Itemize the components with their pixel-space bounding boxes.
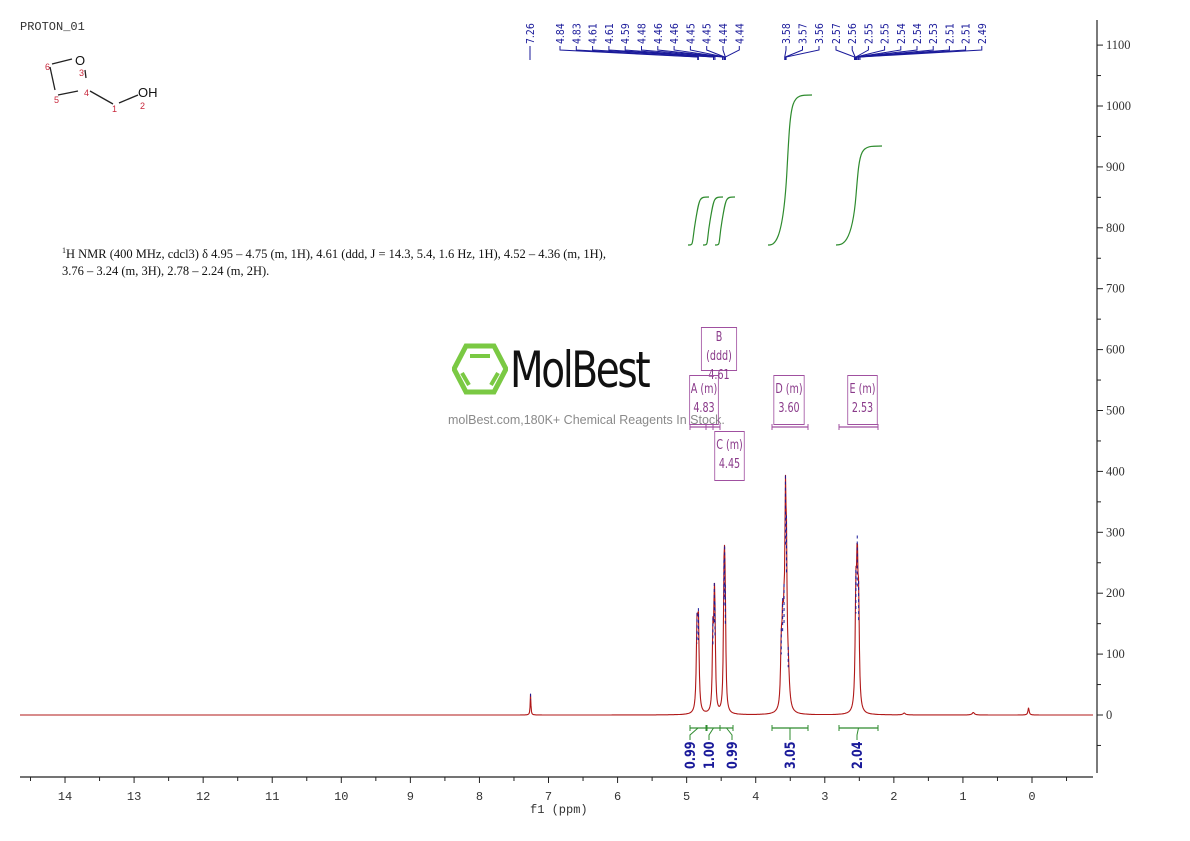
svg-text:2: 2 [140, 101, 145, 111]
peak-label-solvent: 7.26 [525, 23, 537, 44]
peak-label: 4.46 [653, 23, 665, 44]
x-tick-label: 7 [545, 790, 552, 804]
peak-label: 2.54 [912, 23, 924, 44]
x-tick-label: 1 [959, 790, 966, 804]
spectrum-title: PROTON_01 [20, 20, 85, 34]
x-tick-label: 13 [127, 790, 141, 804]
multiplet-box-a: A (m) 4.83 [689, 375, 719, 425]
x-tick-label: 5 [683, 790, 690, 804]
peak-label: 2.56 [848, 23, 860, 44]
integral-curve [687, 196, 710, 246]
peak-label: 4.59 [621, 23, 633, 44]
peak-label: 2.51 [945, 23, 957, 44]
peak-label: 4.45 [702, 23, 714, 44]
peak-label: 4.48 [637, 23, 649, 44]
peak-label: 4.61 [604, 23, 616, 44]
y-tick-label: 100 [1106, 647, 1125, 661]
svg-text:4: 4 [84, 88, 89, 98]
peak-label: 2.55 [880, 23, 892, 44]
y-tick-label: 500 [1106, 404, 1125, 418]
integral-curve [767, 94, 813, 246]
oxygen-atom: O [75, 53, 85, 68]
x-tick-label: 12 [196, 790, 210, 804]
nmr-description: 1H NMR (400 MHz, cdcl3) δ 4.95 – 4.75 (m… [62, 246, 606, 279]
x-tick-label: 14 [58, 790, 72, 804]
spectrum-trace [20, 474, 1093, 716]
hydroxyl-group: OH [138, 85, 158, 100]
y-tick-label: 300 [1106, 525, 1125, 539]
multiplet-box-d: D (m) 3.60 [773, 375, 805, 425]
x-tick-label: 9 [407, 790, 414, 804]
y-tick-label: 200 [1106, 586, 1125, 600]
peak-label: 4.45 [686, 23, 698, 44]
multiplet-box-b: B (ddd) 4.61 [700, 327, 738, 383]
peak-label: 4.83 [572, 23, 584, 44]
peak-label: 2.54 [896, 23, 908, 44]
y-tick-label: 0 [1106, 708, 1112, 722]
svg-text:6: 6 [45, 62, 50, 72]
multiplet-box-c: C (m) 4.45 [714, 431, 745, 481]
integral-value: 0.99 [682, 741, 699, 769]
y-tick-label: 700 [1106, 282, 1125, 296]
integral-curve [835, 145, 883, 246]
x-tick-label: 3 [821, 790, 828, 804]
x-axis-label: f1 (ppm) [530, 803, 588, 817]
peak-label: 4.84 [555, 23, 567, 44]
y-tick-label: 600 [1106, 343, 1125, 357]
integral-value: 3.05 [782, 741, 799, 769]
peak-label: 2.57 [831, 23, 843, 44]
x-tick-label: 8 [476, 790, 483, 804]
x-tick-label: 0 [1028, 790, 1035, 804]
peak-label: 2.51 [961, 23, 973, 44]
x-tick-label: 10 [334, 790, 348, 804]
peak-label: 2.49 [977, 23, 989, 44]
y-tick-label: 800 [1106, 221, 1125, 235]
molecule-structure: O OH 1 2 3 4 5 6 [45, 53, 158, 114]
x-tick-label: 2 [890, 790, 897, 804]
y-tick-label: 900 [1106, 160, 1125, 174]
integral-curve [714, 196, 736, 246]
svg-text:3: 3 [79, 68, 84, 78]
x-tick-label: 4 [752, 790, 759, 804]
svg-text:5: 5 [54, 95, 59, 105]
watermark-tagline: molBest.com,180K+ Chemical Reagents In S… [448, 413, 725, 427]
peak-label: 4.61 [588, 23, 600, 44]
integral-value: 1.00 [701, 741, 718, 769]
svg-text:1: 1 [112, 104, 117, 114]
multiplet-box-e: E (m) 2.53 [847, 375, 878, 425]
molbest-logo-icon [452, 343, 508, 395]
peak-label: 3.57 [798, 23, 810, 44]
y-tick-label: 1000 [1106, 99, 1131, 113]
x-tick-label: 11 [265, 790, 279, 804]
integral-curve [702, 196, 724, 246]
integral-value: 2.04 [849, 741, 866, 769]
integral-value: 0.99 [724, 741, 741, 769]
x-tick-label: 6 [614, 790, 621, 804]
peak-label: 3.56 [814, 23, 826, 44]
peak-label: 3.58 [781, 23, 793, 44]
watermark-brand: MolBest [510, 341, 651, 399]
peak-label: 4.46 [669, 23, 681, 44]
peak-label: 2.53 [929, 23, 941, 44]
y-tick-label: 1100 [1106, 38, 1131, 52]
peak-label: 4.44 [735, 23, 747, 44]
y-tick-label: 400 [1106, 464, 1125, 478]
peak-label: 4.44 [718, 23, 730, 44]
peak-label: 2.55 [864, 23, 876, 44]
